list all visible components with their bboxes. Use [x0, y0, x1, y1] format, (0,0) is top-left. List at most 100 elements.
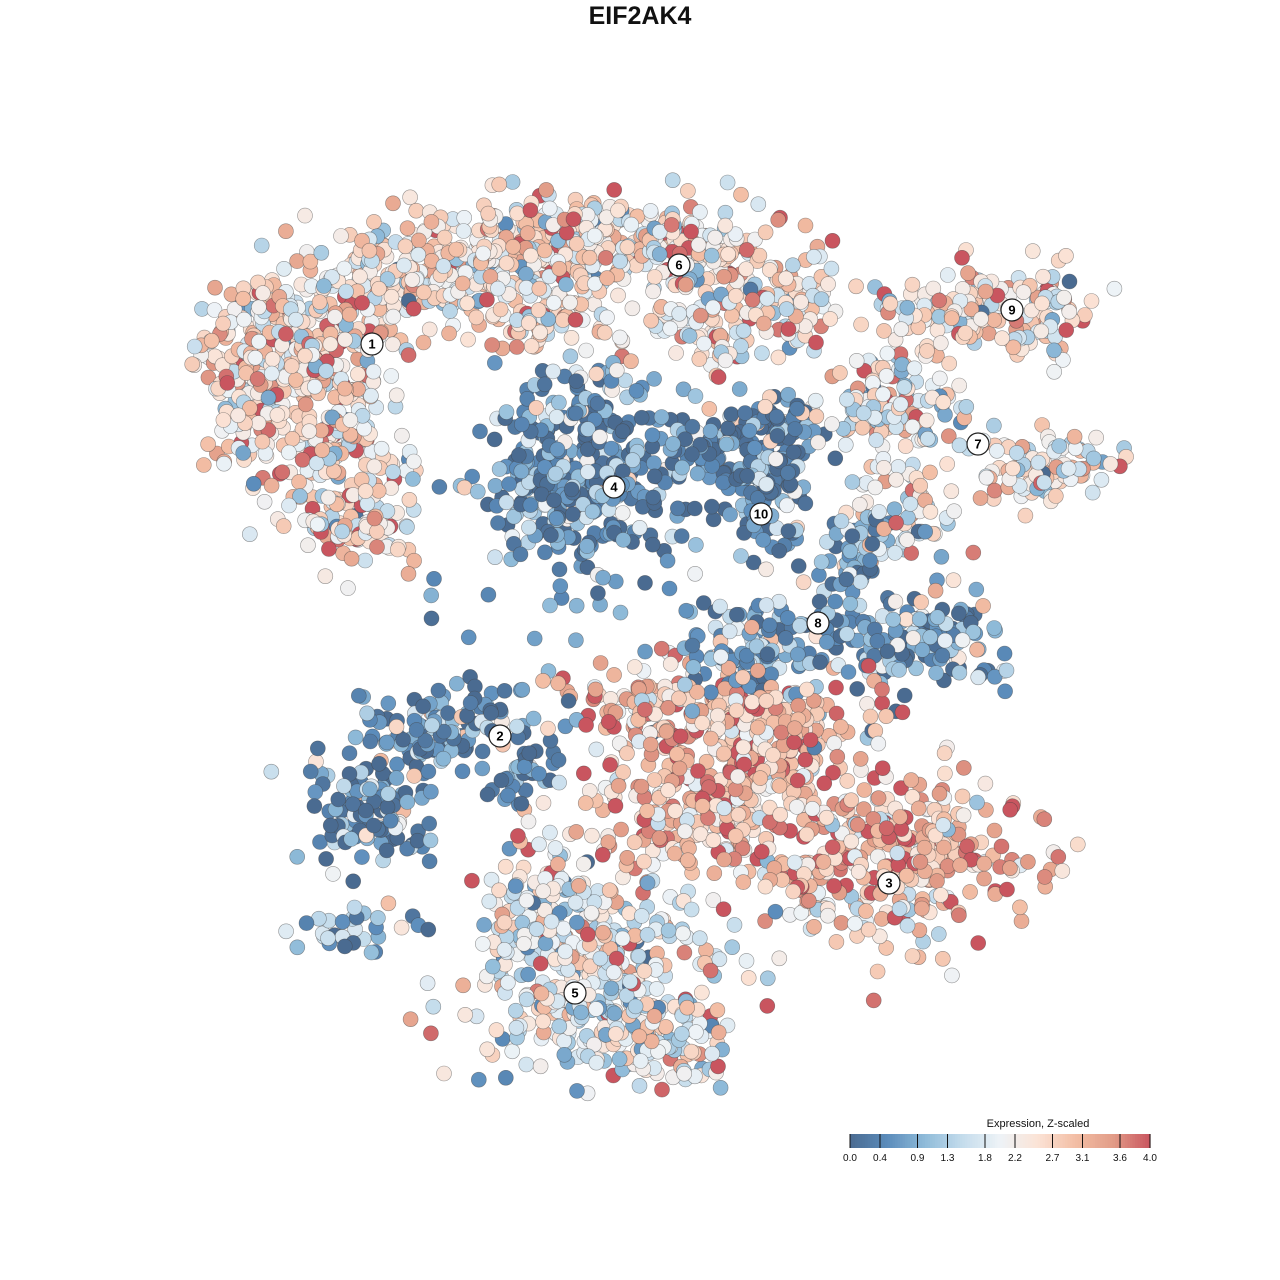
cell-point: [904, 418, 921, 435]
cell-point: [430, 682, 447, 699]
cell-point: [654, 1081, 670, 1098]
cell-point: [379, 799, 396, 816]
cell-point: [928, 665, 944, 681]
cell-point: [600, 713, 617, 730]
cell-point: [667, 803, 684, 819]
cell-point: [969, 641, 985, 658]
cell-point: [978, 469, 995, 486]
cell-point: [397, 238, 414, 255]
cell-point: [436, 1065, 452, 1082]
cell-point: [767, 903, 784, 920]
cell-point: [709, 1002, 726, 1019]
cell-point: [826, 878, 842, 894]
cell-point: [878, 708, 895, 725]
cell-point: [1030, 454, 1047, 471]
cell-point: [599, 270, 615, 286]
cell-point: [878, 368, 895, 384]
cell-point: [719, 174, 736, 191]
cell-point: [934, 647, 951, 664]
cell-point: [1005, 460, 1021, 477]
cell-point: [972, 490, 989, 506]
cluster-label-10: 10: [749, 502, 773, 526]
cell-point: [724, 939, 741, 956]
legend-colorbar: [850, 1134, 1151, 1148]
cell-point: [962, 884, 978, 900]
cell-point: [399, 220, 416, 236]
cell-point: [648, 981, 665, 997]
cell-point: [242, 526, 258, 543]
cell-point: [388, 718, 405, 735]
cell-point: [744, 291, 761, 308]
cell-point: [695, 595, 712, 611]
cell-point: [929, 322, 946, 338]
cell-point: [888, 514, 904, 531]
cell-point: [459, 295, 476, 312]
cell-point: [842, 543, 859, 560]
cell-point: [366, 214, 382, 230]
cell-point: [579, 441, 596, 458]
cell-point: [363, 387, 379, 404]
cell-point: [691, 930, 708, 947]
cell-point: [541, 200, 558, 217]
cell-point: [309, 516, 326, 533]
cell-point: [826, 735, 843, 752]
cell-point: [811, 593, 828, 610]
cell-point: [858, 903, 874, 919]
cell-point: [954, 632, 971, 649]
cell-point: [302, 763, 319, 780]
cell-point: [965, 544, 982, 561]
cell-point: [973, 311, 989, 327]
cell-point: [770, 349, 787, 366]
cell-point: [896, 687, 913, 704]
cell-point: [626, 834, 643, 851]
cell-point: [754, 345, 770, 362]
cell-point: [1002, 801, 1019, 818]
cell-point: [1093, 471, 1110, 488]
cell-point: [361, 781, 378, 798]
cell-point: [998, 662, 1015, 679]
cell-point: [578, 342, 594, 359]
cell-point: [627, 998, 644, 1015]
cell-point: [761, 617, 778, 634]
cell-point: [580, 464, 596, 480]
cell-point: [508, 339, 525, 355]
cell-point: [631, 1078, 648, 1094]
cell-point: [474, 760, 491, 777]
cell-point: [448, 675, 465, 692]
cell-point: [853, 316, 869, 333]
cell-point: [570, 877, 587, 894]
cell-point: [486, 431, 503, 448]
cell-point: [294, 451, 311, 468]
cell-point: [358, 802, 374, 819]
cell-point: [637, 575, 653, 591]
cell-point: [415, 698, 431, 715]
cell-point: [563, 481, 580, 498]
cell-point: [892, 809, 908, 825]
cell-point: [441, 325, 457, 342]
cell-point: [636, 963, 653, 979]
cell-point: [596, 324, 613, 341]
cell-point: [563, 329, 580, 346]
cell-point: [898, 867, 915, 884]
cell-point: [716, 851, 732, 868]
cell-point: [785, 444, 802, 461]
cell-point: [562, 348, 579, 365]
cell-point: [521, 745, 538, 762]
cell-point: [500, 974, 516, 991]
cell-point: [745, 554, 762, 571]
cell-point: [692, 307, 709, 324]
cell-point: [672, 728, 689, 745]
cell-point: [523, 338, 540, 354]
cell-point: [490, 515, 506, 531]
cell-point: [297, 396, 314, 413]
cell-point: [847, 915, 863, 932]
cell-point: [645, 283, 661, 300]
cell-point: [716, 268, 732, 285]
cell-point: [607, 1026, 624, 1042]
cell-point: [366, 510, 383, 527]
cell-point: [602, 757, 618, 773]
cell-point: [504, 1043, 521, 1060]
cell-point: [343, 550, 360, 567]
cell-point: [247, 349, 264, 366]
cell-point: [728, 702, 745, 719]
